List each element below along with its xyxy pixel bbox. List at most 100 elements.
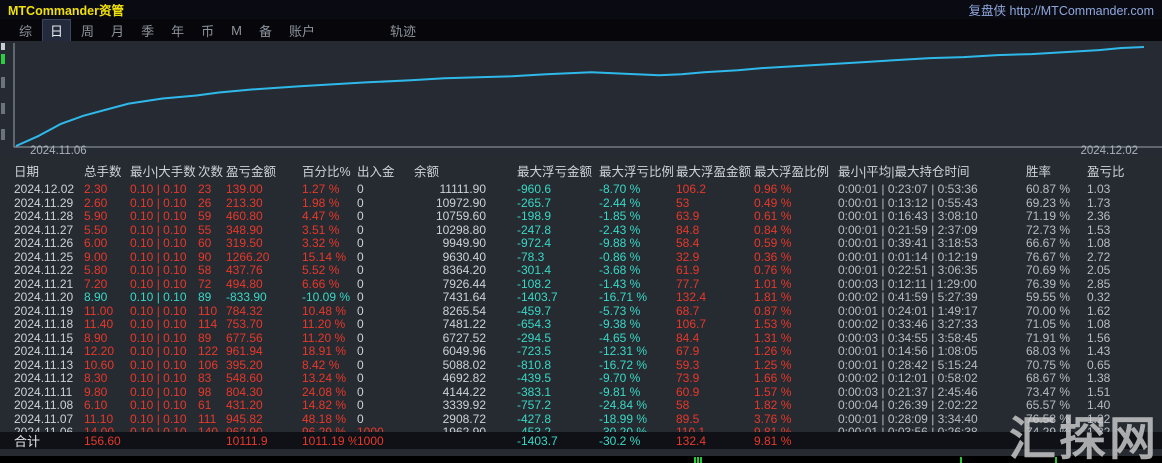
total-cell-mfl: -1403.7 [517,433,558,448]
trade-tick [1055,457,1057,463]
cell-pnl: 961.94 [226,345,263,358]
cell-mfl_pct: -12.31 % [599,345,648,358]
brand-link[interactable]: 复盘侠 http://MTCommander.com [968,4,1154,18]
menu-item-综[interactable]: 综 [19,23,33,39]
column-header-hold[interactable]: 最小|平均|最大持仓时间 [838,164,970,179]
cell-pnl: 804.30 [226,385,263,399]
column-header-pnl[interactable]: 盈亏金额 [226,164,277,179]
cell-pnl: -833.90 [226,291,267,304]
cell-mfp_pct: 0.87 % [754,304,792,318]
column-header-pct[interactable]: 百分比% [302,164,351,179]
table-row[interactable]: 2024.11.25 9.00 0.10 | 0.10 90 1266.20 15.14 … [0,251,1162,265]
cell-pct: 11.20 % [302,318,346,331]
cell-plr: 2.36 [1087,210,1111,223]
cell-mfp_pct: 1.31 % [754,331,792,345]
cell-hold: 0:00:04 | 0:26:39 | 2:02:22 [838,399,978,412]
cell-count: 58 [198,264,212,277]
cell-pct: 1.27 % [302,183,340,196]
table-row[interactable]: 2024.11.26 6.00 0.10 | 0.10 60 319.50 3.32 % 0… [0,237,1162,251]
cell-mfl_pct: -1.85 % [599,210,641,223]
menu-item-M[interactable]: M [231,22,242,38]
cell-hold: 0:00:01 | 0:22:51 | 3:06:35 [838,264,978,277]
cell-in_out: 0 [357,345,364,358]
column-header-win[interactable]: 胜率 [1026,164,1052,179]
total-cell-mfl_pct: -30.2 % [599,433,641,448]
cell-hold: 0:00:01 | 0:39:41 | 3:18:53 [838,237,978,250]
menu-item-备[interactable]: 备 [258,23,272,39]
table-row[interactable]: 2024.11.21 7.20 0.10 | 0.10 72 494.80 6.66 % 0… [0,278,1162,292]
table-row[interactable]: 2024.11.12 8.30 0.10 | 0.10 83 548.60 13.24 %… [0,372,1162,386]
column-header-plr[interactable]: 盈亏比 [1087,164,1125,179]
cell-mfl_pct: -4.65 % [599,331,641,345]
menu-item-月[interactable]: 月 [111,23,125,39]
cell-in_out: 0 [357,304,364,318]
column-header-min_max[interactable]: 最小|大手数 [130,164,196,179]
cell-hold: 0:00:02 | 0:33:46 | 3:27:33 [838,318,978,331]
table-row[interactable]: 2024.11.15 8.90 0.10 | 0.10 89 677.56 11.20 %… [0,332,1162,346]
cell-in_out: 0 [357,277,364,291]
cell-hold: 0:00:02 | 0:41:59 | 5:27:39 [838,291,978,304]
cell-win: 70.00 % [1026,304,1071,318]
cell-mfp_pct: 0.96 % [754,183,792,196]
menu-item-年[interactable]: 年 [171,23,185,39]
cell-mfp: 89.5 [676,412,700,426]
cell-balance: 4144.22 [442,385,486,399]
column-header-mfp_pct[interactable]: 最大浮盈比例 [754,164,830,179]
table-row[interactable]: 2024.11.13 10.60 0.10 | 0.10 106 395.20 8.42 … [0,359,1162,373]
cell-in_out: 0 [357,331,364,345]
column-header-in_out[interactable]: 出入金 [357,164,395,179]
table-row[interactable]: 2024.11.20 8.90 0.10 | 0.10 89 -833.90 -10.09… [0,291,1162,305]
cell-pnl: 494.80 [226,277,263,291]
cell-min_max: 0.10 | 0.10 [130,372,187,385]
column-header-balance[interactable]: 余额 [414,164,440,179]
column-header-mfp[interactable]: 最大浮盈金额 [676,164,752,179]
column-header-lots[interactable]: 总手数 [84,164,122,179]
column-header-count[interactable]: 次数 [198,164,224,179]
cell-mfl: -1403.7 [517,291,558,304]
cell-mfp: 63.9 [676,210,700,223]
table-row[interactable]: 2024.11.22 5.80 0.10 | 0.10 58 437.76 5.52 % 0… [0,264,1162,278]
cell-win: 71.05 % [1026,318,1071,331]
cell-pct: 13.24 % [302,372,347,385]
cell-date: 2024.11.26 [14,237,74,250]
table-row[interactable]: 2024.12.02 2.30 0.10 | 0.10 23 139.00 1.27 % 0… [0,183,1162,197]
table-row[interactable]: 2024.11.19 11.00 0.10 | 0.10 110 784.32 10.48… [0,305,1162,319]
table-row[interactable]: 2024.11.28 5.90 0.10 | 0.10 59 460.80 4.47 % 0… [0,210,1162,224]
cell-pct: 1.98 % [302,196,340,210]
menu-item-日[interactable]: 日 [42,18,72,42]
cell-mfp_pct: 1.66 % [754,372,792,385]
cell-count: 111 [198,412,217,426]
menu-item-轨迹[interactable]: 轨迹 [389,23,416,39]
left-marker-strip[interactable] [0,41,6,157]
cell-pct: 5.52 % [302,264,340,277]
cell-mfp: 58 [676,399,690,412]
table-row[interactable]: 2024.11.14 12.20 0.10 | 0.10 122 961.94 18.91… [0,345,1162,359]
cell-hold: 0:00:01 | 0:14:56 | 1:08:05 [838,345,978,358]
cell-min_max: 0.10 | 0.10 [130,318,187,331]
column-header-date[interactable]: 日期 [14,164,40,179]
menu-item-周[interactable]: 周 [81,23,95,39]
cell-count: 23 [198,183,212,196]
table-row[interactable]: 2024.11.11 9.80 0.10 | 0.10 98 804.30 24.08 %… [0,386,1162,400]
table-row[interactable]: 2024.11.27 5.50 0.10 | 0.10 55 348.90 3.51 % 0… [0,224,1162,238]
menu-item-币[interactable]: 币 [201,23,215,39]
column-header-mfl[interactable]: 最大浮亏金额 [517,164,593,179]
cell-in_out: 0 [357,210,364,223]
menu-item-账户[interactable]: 账户 [288,23,315,39]
table-body: 2024.12.02 2.30 0.10 | 0.10 23 139.00 1.27 % 0… [0,183,1162,440]
cell-balance: 10972.90 [435,196,486,210]
table-row[interactable]: 2024.11.07 11.10 0.10 | 0.10 111 945.82 48.18… [0,413,1162,427]
table-row[interactable]: 2024.11.29 2.60 0.10 | 0.10 26 213.30 1.98 % 0… [0,197,1162,211]
table-row[interactable]: 2024.11.18 11.40 0.10 | 0.10 114 753.70 11.20… [0,318,1162,332]
cell-date: 2024.11.21 [14,277,74,291]
cell-pct: 14.82 % [302,399,347,412]
column-header-mfl_pct[interactable]: 最大浮亏比例 [599,164,675,179]
menu-item-季[interactable]: 季 [141,23,155,39]
cell-mfp_pct: 1.26 % [754,345,792,358]
cell-plr: 2.05 [1087,264,1111,277]
table-row[interactable]: 2024.11.08 6.10 0.10 | 0.10 61 431.20 14.82 %… [0,399,1162,413]
cell-plr: 1.56 [1087,331,1111,345]
cell-min_max: 0.10 | 0.10 [130,412,187,426]
cell-plr: 1.73 [1087,196,1111,210]
cell-balance: 3339.92 [442,399,486,412]
